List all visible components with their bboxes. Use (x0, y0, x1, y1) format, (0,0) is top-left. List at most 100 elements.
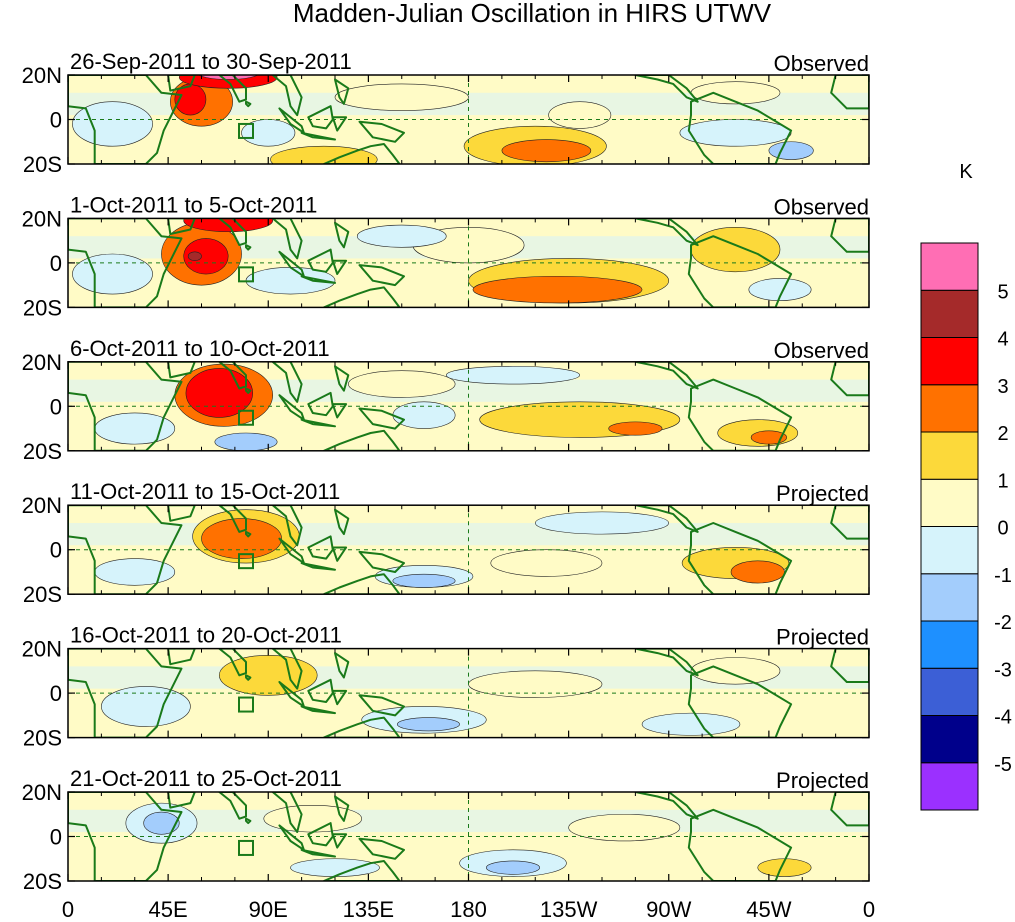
coastline (307, 535, 334, 560)
anomaly-contour (348, 370, 456, 398)
coastline (245, 100, 252, 108)
anomaly-contour (219, 654, 318, 696)
panel-5: 20N 0 20S 16-Oct-2011 to 20-Oct-2011 Project… (22, 623, 870, 751)
y-tick-label: 20S (23, 726, 62, 751)
coastline (322, 860, 401, 881)
reference-box (238, 839, 254, 856)
coastline (68, 648, 183, 738)
anomaly-contour (690, 657, 781, 685)
coastline (167, 218, 196, 235)
coastline (322, 143, 401, 164)
y-tick-label: 0 (50, 538, 62, 563)
colorbar-segment (920, 384, 979, 433)
coastline (634, 361, 699, 390)
chart-title: Madden-Julian Oscillation in HIRS UTWV (293, 0, 772, 28)
panel-status: Observed (774, 338, 869, 363)
coastline (331, 546, 348, 562)
colorbar-tick-label: -3 (994, 659, 1012, 681)
coastline (300, 275, 336, 284)
anomaly-contour (143, 811, 180, 835)
coastline (271, 792, 303, 833)
coastline (334, 652, 350, 679)
coastline (358, 837, 405, 860)
colorbar-tick-label: -4 (994, 707, 1012, 729)
coastline (271, 505, 303, 547)
colorbar-segment (920, 573, 979, 622)
coastline (218, 361, 247, 390)
panel-field (68, 361, 869, 451)
coastline (331, 116, 348, 132)
coastline (322, 716, 401, 738)
coastline (358, 264, 405, 287)
anomaly-contour (72, 101, 153, 147)
coastline (68, 218, 183, 308)
anomaly-contour (608, 421, 663, 436)
anomaly-contour (472, 275, 643, 304)
panel-period: 6-Oct-2011 to 10-Oct-2011 (70, 336, 330, 361)
colorbar-unit: K (959, 161, 973, 183)
anomaly-contour (768, 141, 814, 160)
coastline (245, 530, 252, 538)
anomaly-contour (485, 860, 540, 875)
coastline (322, 573, 401, 595)
x-tick-label: 90E (249, 897, 288, 922)
panel-3: 20N 0 20S 6-Oct-2011 to 10-Oct-2011 Observed (22, 336, 870, 464)
panel-status: Observed (774, 194, 869, 219)
y-tick-label: 20N (22, 206, 62, 231)
x-tick-label: 45E (149, 897, 188, 922)
panel-period: 21-Oct-2011 to 25-Oct-2011 (70, 766, 342, 791)
colorbar-segment (920, 715, 979, 764)
panel-status: Observed (774, 51, 869, 76)
coastline (307, 822, 334, 847)
reference-box (238, 409, 254, 426)
coastline (687, 808, 793, 881)
anomaly-contour (290, 858, 380, 877)
anomaly-contour (201, 518, 282, 559)
y-tick-label: 20N (22, 637, 62, 662)
anomaly-contour (198, 75, 259, 80)
coastline (687, 378, 793, 451)
y-tick-label: 20S (23, 869, 62, 894)
coastline (830, 648, 869, 683)
coastline (271, 648, 303, 690)
colorbar-tick-label: 2 (997, 423, 1008, 445)
coastline (334, 795, 350, 822)
coastline (687, 665, 793, 738)
coastline (68, 792, 183, 881)
coastline (300, 131, 336, 141)
coastline (334, 508, 350, 536)
colorbar-segment (920, 478, 979, 527)
y-tick-label: 20N (22, 63, 62, 88)
colorbar-segment (920, 667, 979, 716)
colorbar-tick-label: 3 (997, 376, 1008, 398)
coastline (68, 505, 183, 595)
y-tick-label: 20S (23, 295, 62, 320)
anomaly-contour (748, 278, 812, 302)
coastline (830, 218, 869, 253)
coastline (271, 75, 303, 117)
y-tick-label: 20S (23, 439, 62, 464)
coastline (634, 792, 699, 820)
x-axis-labels: 0 45E 90E 135E 180 135W 90W 45W 0 (62, 897, 875, 922)
coastline (331, 689, 348, 706)
coastline (271, 361, 303, 403)
coastline (358, 407, 405, 430)
colorbar-tick-label: -1 (994, 565, 1012, 587)
panel-period: 1-Oct-2011 to 5-Oct-2011 (70, 192, 317, 217)
x-tick-label: 0 (62, 897, 74, 922)
coastline (331, 259, 348, 275)
coastline (245, 244, 252, 251)
colorbar-segment (920, 337, 979, 386)
colorbar-tick-label: -5 (994, 754, 1012, 776)
colorbar-tick-label: 0 (997, 518, 1008, 540)
y-tick-label: 0 (50, 825, 62, 850)
coastline (634, 505, 699, 533)
panel-field (68, 792, 869, 881)
coastline (218, 792, 247, 820)
panel-1: 20N 0 20S 26-Sep-2011 to 30-Sep-2011 Observe… (22, 49, 870, 177)
anomaly-contour (641, 712, 741, 736)
colorbar-segment (920, 762, 979, 811)
anomaly-contour (356, 224, 447, 248)
